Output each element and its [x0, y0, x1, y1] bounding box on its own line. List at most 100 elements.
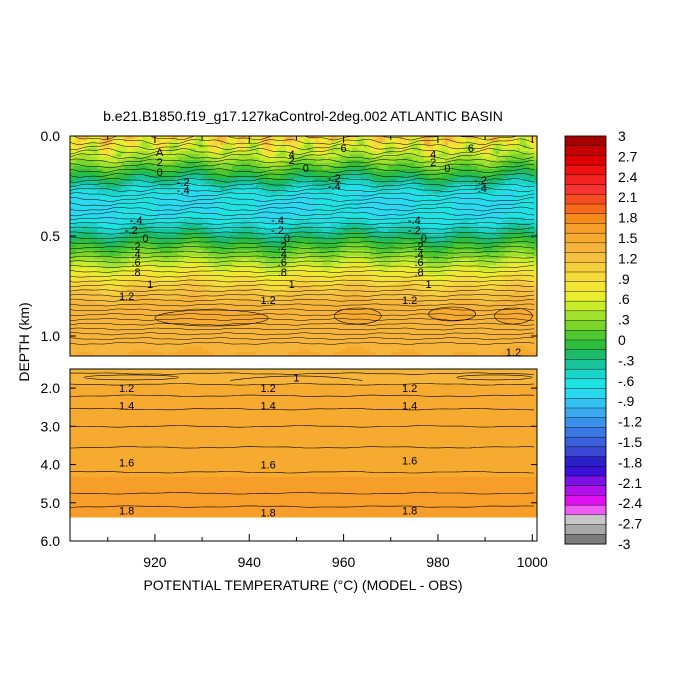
y-tick-label: 2.0: [41, 380, 61, 396]
colorbar-swatch: [564, 262, 607, 273]
colorbar-swatch: [564, 300, 607, 312]
contour-label: 2: [430, 157, 436, 169]
colorbar-swatch: [564, 155, 607, 166]
contour-label: 1.2: [119, 383, 134, 395]
y-axis-lower: 2.0 3.0 4.0 5.0 6.0: [41, 380, 537, 549]
x-tick-label: 980: [426, 554, 450, 570]
contour-label: 1.2: [402, 295, 417, 307]
contour-label: 1.4: [260, 400, 275, 412]
colorbar-label: 2.1: [618, 189, 638, 205]
y-axis-title: DEPTH (km): [16, 302, 32, 381]
y-tick-label: 1.0: [41, 328, 61, 344]
contour-line: [70, 173, 535, 178]
colorbar-swatch: [564, 310, 607, 322]
colorbar-swatch: [564, 407, 607, 419]
x-tick-label: 920: [143, 554, 167, 570]
colorbar-label: -3: [618, 536, 631, 552]
y-tick-label: 0.5: [41, 228, 61, 244]
contour-line: [70, 425, 535, 428]
contour-line: [70, 342, 535, 345]
contour-line: [70, 182, 535, 188]
contour-line: [70, 250, 535, 254]
contour-line: [70, 152, 535, 160]
colorbar-label: -.9: [618, 393, 635, 409]
contour-line: [70, 327, 535, 331]
colorbar-label: .3: [618, 312, 630, 328]
colorbar-label: 3: [618, 128, 626, 144]
colorbar-swatch: [564, 223, 607, 234]
contour-label: .4: [131, 249, 140, 261]
contour-line: [70, 201, 535, 207]
y-tick-label: 3.0: [41, 418, 61, 434]
contour-label: .4: [414, 249, 423, 261]
contour-line: [70, 289, 535, 292]
colorbar-swatch: [564, 339, 607, 351]
contour-label: .8: [278, 267, 287, 279]
contour-line: [70, 241, 535, 244]
contour-label: 0: [303, 163, 309, 175]
colorbar-label: 1.2: [618, 250, 638, 266]
contour-label: 1.8: [260, 507, 275, 519]
contour-line: [70, 274, 535, 278]
contour-label: -.2: [271, 225, 284, 237]
colorbar-label: 2.7: [618, 148, 638, 164]
contour-label: .6: [131, 257, 140, 269]
contour-line: [230, 375, 363, 381]
contour-label: -.4: [177, 185, 190, 197]
chart-title: b.e21.B1850.f19_g17.127kaControl-2deg.00…: [103, 108, 503, 124]
colorbar-label: 1.8: [618, 210, 638, 226]
contour-label: 1: [425, 279, 431, 291]
colorbar-swatch: [564, 485, 607, 496]
contour-label: 1: [289, 279, 295, 291]
contour-label: -.2: [177, 177, 190, 189]
colorbar-label: 2.4: [618, 169, 638, 185]
contour-line: [70, 308, 535, 312]
contour-label: -.2: [474, 175, 487, 187]
contour-line: [70, 383, 535, 386]
colorbar-label: -2.1: [618, 475, 642, 491]
y-axis-upper: 0.0 0.5 1.0: [41, 128, 537, 344]
contour-line: [70, 313, 535, 316]
colorbar-swatch: [564, 368, 607, 380]
contour-label: 1.2: [506, 347, 521, 359]
contour-line: [70, 177, 535, 183]
contour-label: .6: [414, 257, 423, 269]
contour-label: 6: [341, 143, 347, 155]
contour-line: [70, 318, 535, 321]
colorbar-swatch: [564, 213, 607, 224]
colorbar-label: -.6: [618, 373, 635, 389]
colorbar-label: -2.7: [618, 516, 642, 532]
contour-line: [70, 260, 535, 264]
contour-label: .4: [278, 249, 287, 261]
contour-label: 1: [293, 372, 299, 384]
contour-label: .8: [131, 267, 140, 279]
colorbar-swatch: [564, 456, 607, 467]
contour-label: .6: [278, 257, 287, 269]
colorbar-swatch: [564, 475, 607, 487]
colorbar-swatch: [564, 135, 607, 147]
colorbar-swatch: [564, 417, 607, 428]
colorbar-swatch: [564, 164, 607, 176]
colorbar-label: -1.5: [618, 434, 642, 450]
x-tick-label: 960: [332, 554, 356, 570]
colorbar-swatch: [564, 203, 607, 215]
colorbar-swatch: [564, 436, 607, 448]
colorbar-swatch: [564, 320, 607, 331]
contour-label: -.4: [408, 215, 421, 227]
contour-line: [70, 408, 535, 411]
contour-label: .8: [414, 267, 423, 279]
y-tick-label: 4.0: [41, 457, 61, 473]
colorbar-swatch: [564, 504, 607, 516]
colorbar-swatch: [564, 349, 607, 360]
contour-label: 0: [157, 167, 163, 179]
colorbar-swatch: [564, 446, 607, 458]
colorbar-swatch: [564, 524, 607, 535]
contour-line: [70, 217, 535, 220]
contour-line: [70, 148, 535, 155]
x-axis: 920 940 960 980 1000: [107, 136, 548, 570]
contour-label: 1.6: [260, 460, 275, 472]
colorbar-swatch: [564, 466, 607, 477]
lower-panel-frame: [69, 368, 538, 542]
colorbar-swatch: [564, 194, 607, 205]
